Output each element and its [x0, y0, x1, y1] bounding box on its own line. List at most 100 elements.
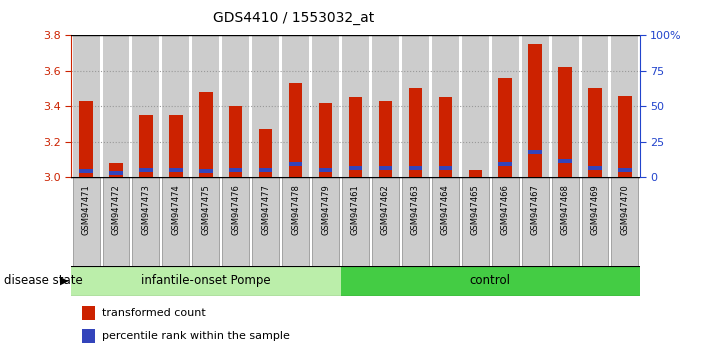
Bar [552, 35, 579, 177]
Bar [229, 106, 242, 177]
FancyBboxPatch shape [282, 177, 309, 266]
Bar [82, 329, 95, 343]
Bar [618, 168, 631, 172]
Bar [162, 35, 189, 177]
Bar [409, 166, 422, 170]
Bar [82, 306, 95, 320]
FancyBboxPatch shape [341, 266, 640, 296]
Bar [611, 35, 638, 177]
Text: GSM947466: GSM947466 [501, 184, 510, 235]
Bar [109, 171, 123, 175]
Bar [528, 150, 542, 154]
Text: control: control [470, 274, 510, 287]
Bar [558, 67, 572, 177]
Text: GSM947471: GSM947471 [82, 184, 90, 235]
Bar [582, 35, 609, 177]
Text: GSM947470: GSM947470 [621, 184, 629, 235]
Text: disease state: disease state [4, 274, 82, 287]
Bar [199, 92, 213, 177]
Text: GSM947475: GSM947475 [201, 184, 210, 235]
Text: GSM947478: GSM947478 [291, 184, 300, 235]
Bar [319, 103, 332, 177]
Bar [199, 169, 213, 173]
Bar [588, 88, 602, 177]
Bar [282, 35, 309, 177]
FancyBboxPatch shape [372, 177, 399, 266]
Bar [259, 129, 272, 177]
Bar [193, 35, 219, 177]
Bar [102, 35, 129, 177]
Bar [379, 101, 392, 177]
Text: GSM947469: GSM947469 [591, 184, 599, 235]
FancyBboxPatch shape [342, 177, 369, 266]
FancyBboxPatch shape [73, 177, 100, 266]
FancyBboxPatch shape [312, 177, 339, 266]
Text: GSM947476: GSM947476 [231, 184, 240, 235]
FancyBboxPatch shape [402, 177, 429, 266]
FancyBboxPatch shape [132, 177, 159, 266]
Bar [528, 44, 542, 177]
Bar [498, 78, 512, 177]
Bar [349, 166, 362, 170]
Bar [558, 159, 572, 163]
Text: GSM947464: GSM947464 [441, 184, 450, 235]
Bar [461, 35, 488, 177]
Text: GSM947479: GSM947479 [321, 184, 330, 235]
FancyBboxPatch shape [223, 177, 250, 266]
Bar [109, 163, 123, 177]
Bar [439, 97, 452, 177]
FancyBboxPatch shape [432, 177, 459, 266]
Bar [588, 166, 602, 170]
Text: GSM947472: GSM947472 [112, 184, 120, 235]
Text: transformed count: transformed count [102, 308, 206, 318]
FancyBboxPatch shape [162, 177, 189, 266]
Text: GSM947467: GSM947467 [530, 184, 540, 235]
Text: GSM947465: GSM947465 [471, 184, 480, 235]
Bar [289, 162, 302, 166]
Text: GSM947462: GSM947462 [381, 184, 390, 235]
Text: GSM947473: GSM947473 [141, 184, 151, 235]
Text: percentile rank within the sample: percentile rank within the sample [102, 331, 290, 341]
Text: ▶: ▶ [60, 275, 68, 285]
Bar [498, 162, 512, 166]
Bar [409, 88, 422, 177]
Bar [372, 35, 399, 177]
Bar [492, 35, 518, 177]
Bar [80, 169, 93, 173]
Bar [139, 168, 153, 172]
FancyBboxPatch shape [71, 266, 341, 296]
Bar [169, 168, 183, 172]
Text: GSM947461: GSM947461 [351, 184, 360, 235]
Bar [139, 115, 153, 177]
Text: GSM947463: GSM947463 [411, 184, 420, 235]
Text: GSM947474: GSM947474 [171, 184, 181, 235]
Bar [432, 35, 459, 177]
FancyBboxPatch shape [461, 177, 488, 266]
Bar [223, 35, 250, 177]
Bar [379, 166, 392, 170]
Bar [402, 35, 429, 177]
FancyBboxPatch shape [611, 177, 638, 266]
FancyBboxPatch shape [102, 177, 129, 266]
FancyBboxPatch shape [552, 177, 579, 266]
FancyBboxPatch shape [582, 177, 609, 266]
Bar [439, 166, 452, 170]
FancyBboxPatch shape [252, 177, 279, 266]
Bar [349, 97, 362, 177]
Bar [522, 35, 549, 177]
Text: GSM947468: GSM947468 [560, 184, 570, 235]
Bar [259, 168, 272, 172]
Bar [312, 35, 339, 177]
FancyBboxPatch shape [193, 177, 219, 266]
FancyBboxPatch shape [522, 177, 549, 266]
Bar [469, 170, 482, 177]
Text: GSM947477: GSM947477 [261, 184, 270, 235]
Bar [252, 35, 279, 177]
Bar [342, 35, 369, 177]
Bar [229, 168, 242, 172]
Text: GDS4410 / 1553032_at: GDS4410 / 1553032_at [213, 11, 375, 25]
Bar [618, 96, 631, 177]
Bar [132, 35, 159, 177]
Bar [169, 115, 183, 177]
Bar [319, 168, 332, 172]
